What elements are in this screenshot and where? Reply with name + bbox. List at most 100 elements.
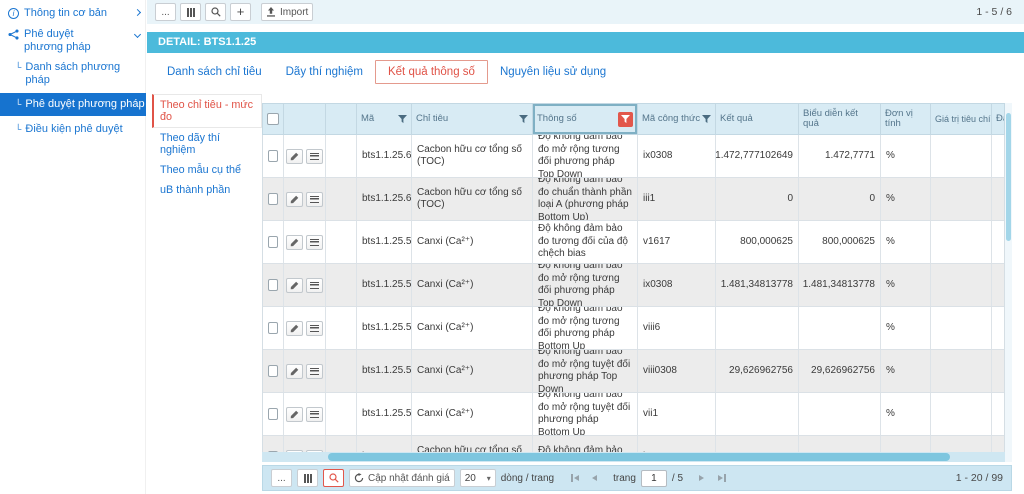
cell-gia-tri-tieu-chi <box>931 135 992 177</box>
tab-day-thi-nghiem[interactable]: Dãy thí nghiệm <box>285 65 363 78</box>
cell-ma: bts1.1.25.5 <box>357 393 412 435</box>
cell-ma: bts1.1.25.6 <box>357 436 412 452</box>
cell-thong-so: Độ không đảm bảo đo mở rộng tương đối ph… <box>533 264 638 306</box>
sidebar-item-phe-duyet-phuong-phap[interactable]: └ Phê duyệt phương pháp <box>0 93 146 116</box>
filter-icon[interactable] <box>702 114 711 124</box>
menu-button[interactable] <box>306 320 323 336</box>
tab-ket-qua-thong-so[interactable]: Kết quả thông số <box>374 59 488 84</box>
edit-button[interactable] <box>286 406 303 422</box>
row-spacer-cell <box>326 264 357 306</box>
results-grid: Mã Chỉ tiêu Thông số Mã công thức Kết qu… <box>262 103 1012 491</box>
subnav-theo-chi-tieu-muc-do[interactable]: Theo chỉ tiêu - mức đo <box>152 94 262 128</box>
tab-nguyen-lieu-su-dung[interactable]: Nguyên liệu sử dụng <box>499 65 607 78</box>
first-page-button[interactable] <box>567 470 582 486</box>
cell-danh-gia <box>992 350 1004 392</box>
cell-danh-gia <box>992 436 1004 452</box>
header-checkbox-cell <box>263 104 284 134</box>
pager-columns-button[interactable] <box>297 469 318 487</box>
vertical-scrollbar-thumb[interactable] <box>1006 113 1011 241</box>
add-button[interactable]: + <box>230 3 251 21</box>
import-button[interactable]: Import <box>261 3 314 21</box>
edit-button[interactable] <box>286 277 303 293</box>
subnav-theo-mau-cu-the[interactable]: Theo mẫu cụ thể <box>160 164 242 176</box>
caret-down-icon: ▾ <box>486 473 491 483</box>
filter-icon[interactable] <box>398 114 407 124</box>
table-row: bts1.1.25.5 Canxi (Ca²⁺) Độ không đảm bả… <box>263 393 1004 436</box>
menu-button[interactable] <box>306 191 323 207</box>
sidebar-item-label: Thông tin cơ bản <box>24 7 108 19</box>
filter-icon[interactable] <box>519 114 528 124</box>
cell-don-vi-tinh: % <box>881 307 931 349</box>
elbow-icon: └ <box>15 99 22 109</box>
upload-icon <box>267 7 275 17</box>
next-page-button[interactable] <box>694 470 709 486</box>
cell-ket-qua: 800,000625 <box>716 221 799 263</box>
tab-danh-sach-chi-tieu[interactable]: Danh sách chỉ tiêu <box>167 65 262 78</box>
page-number-input[interactable] <box>640 469 667 487</box>
search-button[interactable] <box>205 3 226 21</box>
edit-button[interactable] <box>286 148 303 164</box>
sidebar-item-phe-duyet-phuong-phap-group[interactable]: Phê duyệt phương pháp <box>8 28 142 54</box>
vertical-scrollbar[interactable] <box>1005 103 1012 462</box>
update-evaluation-button[interactable]: Cập nhật đánh giá <box>349 469 455 487</box>
subnav-theo-day-thi-nghiem[interactable]: Theo dãy thí nghiệm <box>160 132 221 156</box>
menu-button[interactable] <box>306 234 323 250</box>
cell-gia-tri-tieu-chi <box>931 178 992 220</box>
pencil-icon <box>290 281 299 289</box>
pager-range-label: 1 - 20 / 99 <box>955 472 1003 484</box>
cell-ma-cong-thuc: ix0308 <box>638 264 716 306</box>
detail-title: DETAIL: BTS1.1.25 <box>158 36 257 48</box>
horizontal-scrollbar-thumb[interactable] <box>328 453 950 461</box>
active-filter-button[interactable] <box>618 111 633 127</box>
cell-ket-qua <box>716 393 799 435</box>
cell-ket-qua <box>716 307 799 349</box>
row-checkbox[interactable] <box>268 408 278 420</box>
menu-button[interactable] <box>306 406 323 422</box>
row-checkbox[interactable] <box>268 365 278 377</box>
row-checkbox[interactable] <box>268 451 278 452</box>
last-page-icon <box>717 475 723 481</box>
menu-button[interactable] <box>306 148 323 164</box>
columns-button[interactable] <box>180 3 201 21</box>
row-checkbox[interactable] <box>268 150 278 162</box>
edit-button[interactable] <box>286 363 303 379</box>
update-evaluation-label: Cập nhật đánh giá <box>368 472 450 484</box>
menu-button[interactable] <box>306 363 323 379</box>
header-danh-gia: Đánh <box>992 104 1004 134</box>
page-size-select[interactable]: 20 ▾ <box>459 469 496 487</box>
header-actions-cell <box>284 104 326 134</box>
menu-button[interactable] <box>306 277 323 293</box>
cell-ma-cong-thuc: iv2632 <box>638 436 716 452</box>
horizontal-scrollbar[interactable] <box>262 452 1005 462</box>
cell-ket-qua: 29,626962756 <box>716 350 799 392</box>
table-row: bts1.1.25.5 Canxi (Ca²⁺) Độ không đảm bả… <box>263 307 1004 350</box>
top-toolbar: ... + Import 1 - 5 / 6 <box>147 0 1024 24</box>
cell-ket-qua: 16.031219542 <box>716 436 799 452</box>
detail-header-bar: DETAIL: BTS1.1.25 <box>147 32 1024 53</box>
last-page-button[interactable] <box>714 470 729 486</box>
cell-gia-tri-tieu-chi <box>931 350 992 392</box>
row-checkbox-cell <box>263 350 284 392</box>
select-all-checkbox[interactable] <box>267 113 279 125</box>
row-checkbox-cell <box>263 264 284 306</box>
cell-ma-cong-thuc: vii1 <box>638 393 716 435</box>
edit-button[interactable] <box>286 449 303 452</box>
sidebar-item-danh-sach-phuong-phap[interactable]: └ Danh sách phương pháp <box>15 61 127 87</box>
pager-search-button[interactable] <box>323 469 344 487</box>
previous-page-button[interactable] <box>587 470 602 486</box>
edit-button[interactable] <box>286 234 303 250</box>
sidebar-item-dieu-kien-phe-duyet[interactable]: └ Điều kiện phê duyệt <box>15 123 133 136</box>
menu-button[interactable] <box>306 449 323 452</box>
row-checkbox[interactable] <box>268 236 278 248</box>
cell-thong-so: Độ không đảm bảo đo mở rộng tương đối ph… <box>533 135 638 177</box>
sidebar-item-thong-tin-co-ban[interactable]: i Thông tin cơ bản <box>8 7 142 20</box>
edit-button[interactable] <box>286 191 303 207</box>
edit-button[interactable] <box>286 320 303 336</box>
row-checkbox[interactable] <box>268 193 278 205</box>
search-icon <box>328 473 339 483</box>
more-options-button[interactable]: ... <box>155 3 176 21</box>
subnav-ub-thanh-phan[interactable]: uB thành phần <box>160 184 231 196</box>
row-checkbox[interactable] <box>268 322 278 334</box>
pager-more-button[interactable]: ... <box>271 469 292 487</box>
row-checkbox[interactable] <box>268 279 278 291</box>
